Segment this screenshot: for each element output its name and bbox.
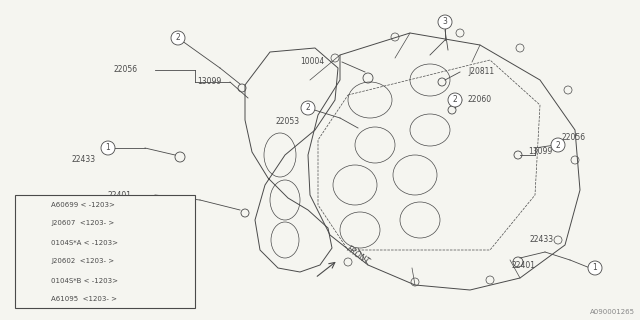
Text: J20602  <1203- >: J20602 <1203- >	[51, 258, 114, 264]
Text: 3: 3	[28, 285, 34, 294]
Text: 3: 3	[443, 18, 447, 27]
Text: A090001265: A090001265	[590, 309, 635, 315]
Circle shape	[588, 261, 602, 275]
Circle shape	[301, 101, 315, 115]
Text: 10004: 10004	[300, 58, 324, 67]
Text: 22056: 22056	[562, 133, 586, 142]
Text: A61095  <1203- >: A61095 <1203- >	[51, 296, 117, 301]
Circle shape	[551, 138, 565, 152]
Bar	[15, 195, 195, 308]
Text: 0104S*A < -1203>: 0104S*A < -1203>	[51, 240, 118, 246]
Text: 22401: 22401	[512, 260, 536, 269]
Text: 2: 2	[452, 95, 458, 105]
Text: 1: 1	[28, 209, 34, 218]
Text: 2: 2	[556, 140, 561, 149]
Text: J20607  <1203- >: J20607 <1203- >	[51, 220, 115, 226]
Text: 13099: 13099	[197, 77, 221, 86]
Circle shape	[22, 280, 40, 298]
Circle shape	[101, 141, 115, 155]
Text: 22433: 22433	[530, 236, 554, 244]
Text: 22060: 22060	[468, 95, 492, 105]
Text: FRONT: FRONT	[345, 244, 371, 266]
Text: J20811: J20811	[468, 68, 494, 76]
Text: 1: 1	[593, 263, 597, 273]
Text: 13099: 13099	[528, 148, 552, 156]
Circle shape	[438, 15, 452, 29]
Text: 0104S*B < -1203>: 0104S*B < -1203>	[51, 277, 118, 284]
Text: 22056: 22056	[113, 66, 137, 75]
Text: 22401: 22401	[108, 190, 132, 199]
Circle shape	[22, 205, 40, 223]
Text: 2: 2	[306, 103, 310, 113]
Text: 22433: 22433	[72, 156, 96, 164]
Text: A60699 < -1203>: A60699 < -1203>	[51, 202, 115, 208]
Circle shape	[22, 243, 40, 260]
Circle shape	[448, 93, 462, 107]
Text: 2: 2	[28, 247, 34, 256]
Text: 2: 2	[175, 34, 180, 43]
Text: 1: 1	[106, 143, 110, 153]
Circle shape	[171, 31, 185, 45]
Text: 22053: 22053	[275, 117, 299, 126]
